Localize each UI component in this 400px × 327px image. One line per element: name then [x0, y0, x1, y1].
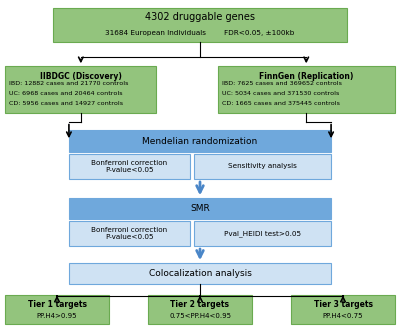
FancyBboxPatch shape: [5, 66, 156, 113]
Text: 0.75<PP.H4<0.95: 0.75<PP.H4<0.95: [169, 313, 231, 319]
Text: CD: 5956 cases and 14927 controls: CD: 5956 cases and 14927 controls: [9, 101, 124, 106]
FancyBboxPatch shape: [69, 130, 331, 152]
FancyBboxPatch shape: [69, 221, 190, 246]
Text: Mendelian randomization: Mendelian randomization: [142, 137, 258, 146]
Text: Tier 2 targets: Tier 2 targets: [170, 301, 230, 309]
Text: Bonferroni correction
P-value<0.05: Bonferroni correction P-value<0.05: [92, 227, 168, 240]
Text: CD: 1665 cases and 375445 controls: CD: 1665 cases and 375445 controls: [222, 101, 340, 106]
Text: Tier 3 targets: Tier 3 targets: [314, 301, 372, 309]
Text: PP.H4>0.95: PP.H4>0.95: [37, 313, 77, 319]
Text: PP.H4<0.75: PP.H4<0.75: [323, 313, 363, 319]
FancyBboxPatch shape: [194, 221, 331, 246]
FancyBboxPatch shape: [69, 198, 331, 219]
Text: Sensitivity analysis: Sensitivity analysis: [228, 164, 297, 169]
Text: Pval_HEIDI test>0.05: Pval_HEIDI test>0.05: [224, 230, 301, 237]
Text: UC: 6968 cases and 20464 controls: UC: 6968 cases and 20464 controls: [9, 91, 123, 96]
FancyBboxPatch shape: [5, 296, 109, 324]
Text: IBD: 7625 cases and 369652 controls: IBD: 7625 cases and 369652 controls: [222, 81, 342, 86]
FancyBboxPatch shape: [69, 263, 331, 284]
FancyBboxPatch shape: [69, 154, 190, 179]
Text: Colocalization analysis: Colocalization analysis: [148, 269, 252, 278]
Text: Bonferroni correction
P-value<0.05: Bonferroni correction P-value<0.05: [92, 160, 168, 173]
Text: Tier 1 targets: Tier 1 targets: [28, 301, 86, 309]
Text: IIBDGC (Discovery): IIBDGC (Discovery): [40, 72, 122, 81]
FancyBboxPatch shape: [194, 154, 331, 179]
FancyBboxPatch shape: [291, 296, 395, 324]
Text: 4302 druggable genes: 4302 druggable genes: [145, 12, 255, 23]
FancyBboxPatch shape: [53, 8, 347, 42]
Text: SMR: SMR: [190, 204, 210, 213]
Text: 31684 European Individuals        FDR<0.05, ±100kb: 31684 European Individuals FDR<0.05, ±10…: [105, 30, 295, 36]
FancyBboxPatch shape: [218, 66, 395, 113]
Text: IBD: 12882 cases and 21770 controls: IBD: 12882 cases and 21770 controls: [9, 81, 129, 86]
Text: UC: 5034 cases and 371530 controls: UC: 5034 cases and 371530 controls: [222, 91, 339, 96]
FancyBboxPatch shape: [148, 296, 252, 324]
Text: FinnGen (Replication): FinnGen (Replication): [259, 72, 354, 81]
